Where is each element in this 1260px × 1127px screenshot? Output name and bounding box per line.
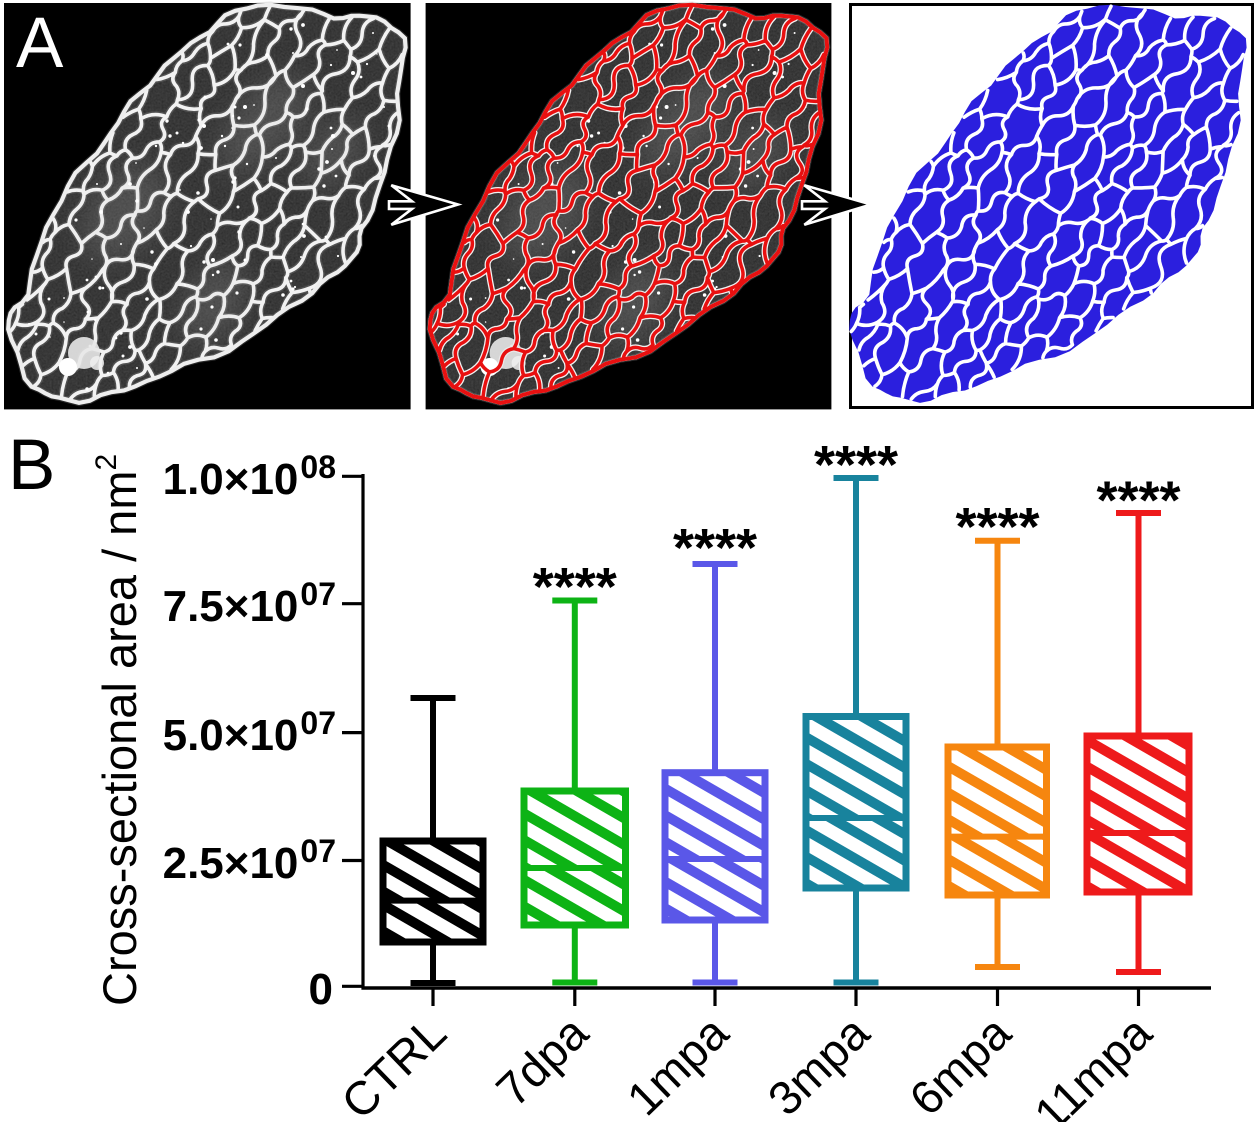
- svg-text:5.0×1007: 5.0×1007: [163, 705, 336, 760]
- svg-text:****: ****: [673, 518, 757, 578]
- svg-text:7.5×1007: 7.5×1007: [163, 576, 336, 631]
- svg-text:0: 0: [309, 965, 333, 1014]
- svg-text:****: ****: [955, 497, 1039, 557]
- svg-text:A: A: [16, 4, 64, 83]
- svg-text:****: ****: [533, 557, 617, 617]
- svg-text:****: ****: [1096, 471, 1180, 531]
- svg-text:Cross-sectional area / nm2: Cross-sectional area / nm2: [90, 454, 146, 1006]
- svg-text:****: ****: [814, 435, 898, 495]
- svg-text:2.5×1007: 2.5×1007: [163, 833, 336, 888]
- svg-text:B: B: [8, 426, 55, 505]
